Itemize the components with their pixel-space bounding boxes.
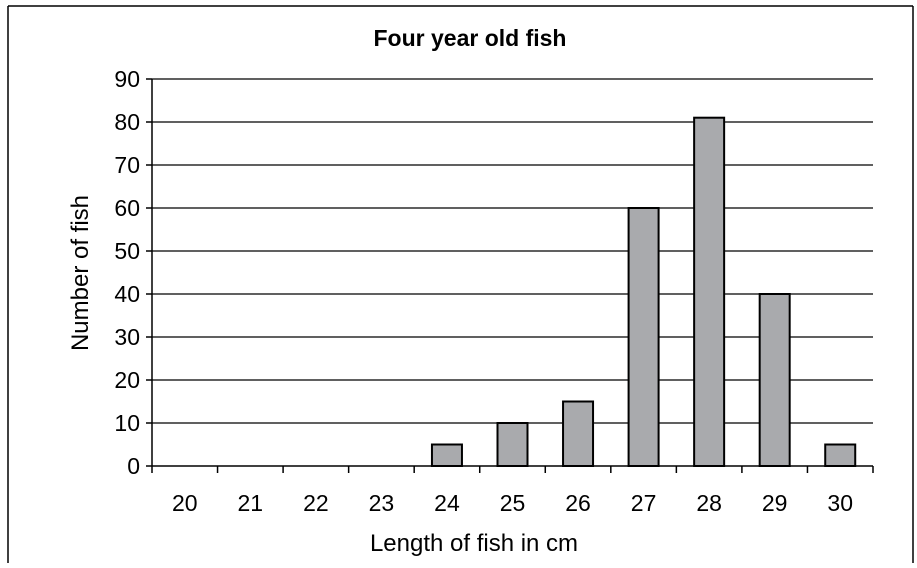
bar: [693, 116, 726, 467]
chart-title: Four year old fish: [374, 25, 567, 51]
y-axis-title: Number of fish: [67, 195, 94, 351]
bar: [496, 422, 529, 467]
y-tick-label: 70: [114, 152, 140, 178]
bar: [430, 443, 463, 467]
x-tick-label: 27: [631, 490, 657, 516]
x-tick-label: 26: [565, 490, 591, 516]
x-axis-title: Length of fish in cm: [370, 530, 578, 557]
bar: [758, 293, 791, 467]
gridlines: [152, 78, 873, 424]
x-tick-label: 20: [172, 490, 198, 516]
y-tick-label: 10: [114, 410, 140, 436]
y-tick-label: 90: [114, 66, 140, 92]
x-tick-label: 29: [762, 490, 788, 516]
x-tick-label: 24: [434, 490, 460, 516]
y-tick-label: 80: [114, 109, 140, 135]
x-tick-label: 23: [369, 490, 395, 516]
bars: [430, 116, 857, 467]
bar: [824, 443, 857, 467]
x-tick-label: 22: [303, 490, 329, 516]
y-tick-label: 40: [114, 281, 140, 307]
y-tick-label: 20: [114, 367, 140, 393]
x-tick-labels: 20 21 22 23 24 25 26 27 28 29 30: [172, 490, 853, 516]
y-tick-label: 0: [127, 453, 140, 479]
axes: [146, 78, 874, 473]
x-tick-label: 28: [696, 490, 722, 516]
y-tick-label: 60: [114, 195, 140, 221]
y-tick-label: 30: [114, 324, 140, 350]
bar: [562, 400, 595, 467]
bar: [627, 207, 660, 467]
x-tick-label: 21: [238, 490, 264, 516]
y-tick-labels: 0 10 20 30 40 50 60 70 80 90: [114, 66, 140, 479]
y-tick-label: 50: [114, 238, 140, 264]
x-tick-label: 25: [500, 490, 526, 516]
x-tick-label: 30: [827, 490, 853, 516]
